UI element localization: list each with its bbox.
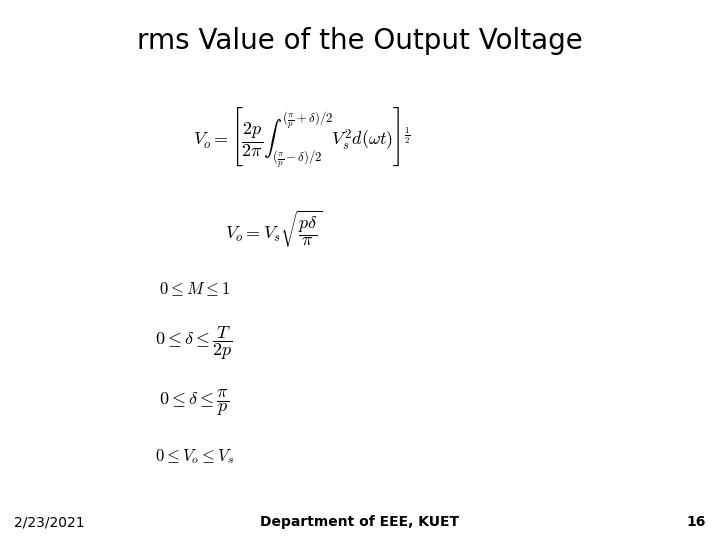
- Text: $V_o = V_s\sqrt{\dfrac{p\delta}{\pi}}$: $V_o = V_s\sqrt{\dfrac{p\delta}{\pi}}$: [225, 209, 322, 250]
- Text: $0 \leq \delta \leq \dfrac{T}{2p}$: $0 \leq \delta \leq \dfrac{T}{2p}$: [156, 324, 233, 362]
- Text: 16: 16: [686, 515, 706, 529]
- Text: $0 \leq \delta \leq \dfrac{\pi}{p}$: $0 \leq \delta \leq \dfrac{\pi}{p}$: [159, 387, 230, 417]
- Text: $0 \leq V_o \leq V_s$: $0 \leq V_o \leq V_s$: [155, 447, 234, 465]
- Text: 2/23/2021: 2/23/2021: [14, 515, 85, 529]
- Text: Department of EEE, KUET: Department of EEE, KUET: [261, 515, 459, 529]
- Text: rms Value of the Output Voltage: rms Value of the Output Voltage: [137, 27, 583, 55]
- Text: $V_o = \left[\dfrac{2p}{2\pi}\int_{(\frac{\pi}{p}-\delta)/2}^{(\frac{\pi}{p}+\de: $V_o = \left[\dfrac{2p}{2\pi}\int_{(\fra…: [194, 106, 411, 170]
- Text: $0 \leq M \leq 1$: $0 \leq M \leq 1$: [159, 280, 230, 298]
